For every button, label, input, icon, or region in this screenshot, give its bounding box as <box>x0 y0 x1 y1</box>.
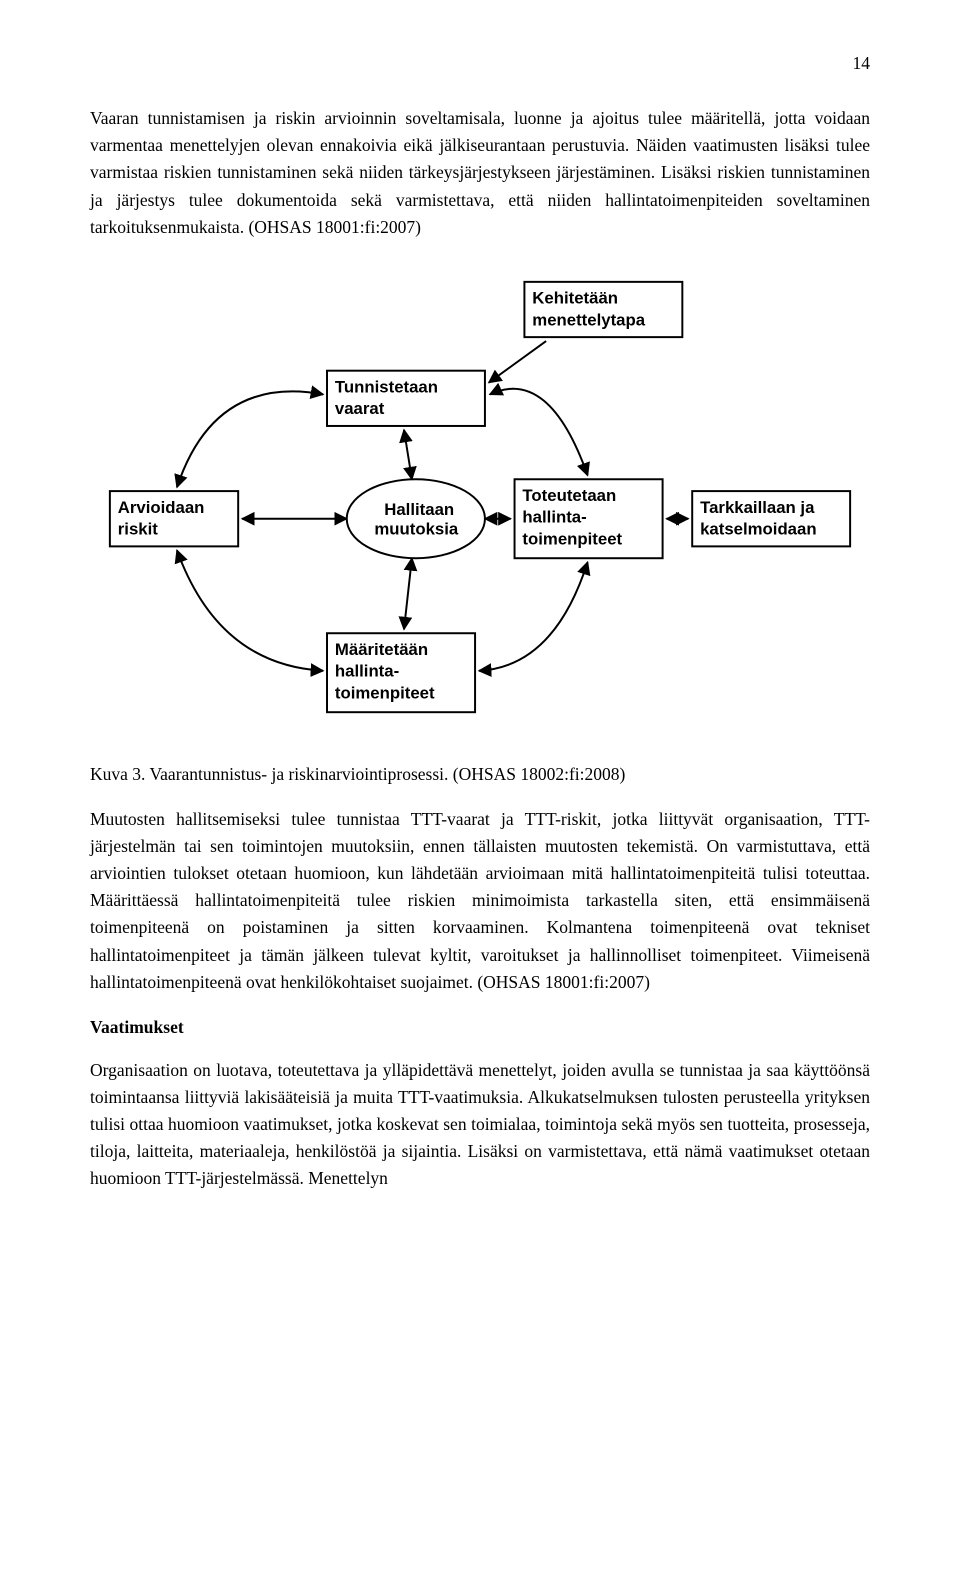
paragraph-3: Organisaation on luotava, toteutettava j… <box>90 1057 870 1193</box>
svg-text:toimenpiteet: toimenpiteet <box>335 683 435 702</box>
section-heading: Vaatimukset <box>90 1014 870 1041</box>
svg-text:Hallitaan: Hallitaan <box>384 500 454 519</box>
node-tarkkaillaan: Tarkkaillaan ja katselmoidaan <box>692 491 850 546</box>
svg-text:katselmoidaan: katselmoidaan <box>700 519 816 538</box>
svg-text:riskit: riskit <box>118 519 158 538</box>
figure-caption: Kuva 3. Vaarantunnistus- ja riskinarvioi… <box>90 761 870 788</box>
page-number: 14 <box>90 50 870 77</box>
svg-text:Tunnistetaan: Tunnistetaan <box>335 377 438 396</box>
svg-text:hallinta-: hallinta- <box>335 661 399 680</box>
svg-text:Määritetään: Määritetään <box>335 640 428 659</box>
process-diagram: Kehitetään menettelytapa Tunnistetaan va… <box>90 259 870 739</box>
svg-text:hallinta-: hallinta- <box>522 507 586 526</box>
svg-text:toimenpiteet: toimenpiteet <box>522 529 622 548</box>
spoke-bottom <box>404 558 412 629</box>
arc-bottom-right <box>479 562 588 671</box>
svg-text:Toteutetaan: Toteutetaan <box>522 486 616 505</box>
node-maaritetaan: Määritetään hallinta- toimenpiteet <box>327 633 475 712</box>
arc-top-right <box>490 389 588 476</box>
flowchart-svg: Kehitetään menettelytapa Tunnistetaan va… <box>100 259 860 739</box>
svg-text:Arvioidaan: Arvioidaan <box>118 498 205 517</box>
node-tunnistetaan: Tunnistetaan vaarat <box>327 370 485 425</box>
node-toteutetaan: Toteutetaan hallinta- toimenpiteet <box>515 479 663 558</box>
svg-text:Kehitetään: Kehitetään <box>532 288 618 307</box>
svg-text:Tarkkaillaan ja: Tarkkaillaan ja <box>700 498 815 517</box>
node-hallitaan: Hallitaan muutoksia <box>347 479 485 558</box>
spoke-top <box>404 430 412 479</box>
paragraph-2: Muutosten hallitsemiseksi tulee tunnista… <box>90 806 870 996</box>
arc-top-left <box>177 391 323 487</box>
arc-bottom-left <box>177 550 323 670</box>
svg-text:vaarat: vaarat <box>335 399 385 418</box>
svg-text:muutoksia: muutoksia <box>374 519 459 538</box>
svg-text:menettelytapa: menettelytapa <box>532 310 645 329</box>
link-kehitetaan <box>489 341 546 382</box>
node-arvioidaan: Arvioidaan riskit <box>110 491 238 546</box>
paragraph-1: Vaaran tunnistamisen ja riskin arvioinni… <box>90 105 870 241</box>
node-kehitetaan: Kehitetään menettelytapa <box>524 282 682 337</box>
